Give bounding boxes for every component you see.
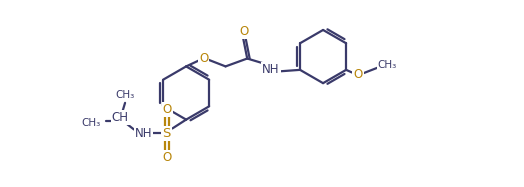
Text: S: S [162,127,171,140]
Text: NH: NH [135,127,152,140]
Text: O: O [353,68,363,81]
Text: NH: NH [262,63,280,76]
Text: O: O [239,25,249,38]
Text: CH₃: CH₃ [115,90,135,100]
Text: O: O [163,103,172,116]
Text: O: O [199,52,209,65]
Text: O: O [163,151,172,164]
Text: CH: CH [112,111,128,124]
Text: CH₃: CH₃ [378,60,397,70]
Text: CH₃: CH₃ [81,118,100,128]
